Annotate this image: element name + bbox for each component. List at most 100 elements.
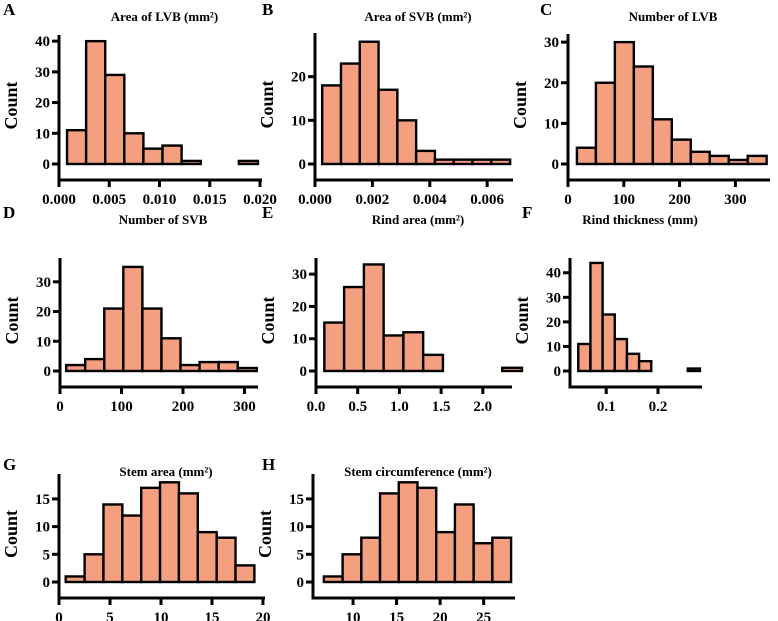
x-tick-label: 0.1: [597, 399, 616, 415]
x-tick-label: 10: [346, 610, 361, 621]
histogram-bar: [416, 486, 438, 584]
histogram-bar: [64, 363, 87, 373]
histogram-bar: [594, 81, 617, 166]
x-tick-label: 0.004: [413, 192, 447, 208]
histogram-bar: [64, 575, 86, 584]
histogram-bar: [141, 307, 163, 373]
y-tick-label: 20: [546, 315, 561, 331]
y-tick-label: 30: [292, 267, 307, 283]
y-axis-label: Count: [258, 296, 278, 344]
histogram-bar: [589, 261, 604, 373]
histogram-bar: [323, 321, 346, 373]
x-tick-label: 200: [668, 192, 691, 208]
histogram-bar: [689, 150, 711, 166]
histogram-bar: [378, 492, 400, 584]
panel-letter: B: [262, 0, 273, 19]
y-tick-label: 10: [36, 334, 51, 350]
histogram-bar: [453, 503, 475, 584]
histogram-bar: [490, 158, 512, 166]
x-tick-label: 0.000: [42, 192, 76, 208]
y-axis-label: Count: [1, 510, 21, 558]
histogram-panel-g: G Stem area (mm²) Count 0 5 10 15 0 5 10 15 20: [1, 455, 270, 621]
histogram-bar: [396, 119, 418, 166]
histogram-bar: [215, 536, 237, 584]
histogram-bar: [180, 159, 202, 166]
y-tick-label: 10: [289, 520, 304, 536]
histogram-bar: [160, 337, 182, 373]
histogram-bar: [123, 132, 145, 166]
y-tick-label: 0: [43, 157, 51, 173]
x-tick-label: 0.002: [356, 192, 390, 208]
histogram-bar: [433, 158, 455, 166]
x-tick-label: 5: [106, 610, 114, 621]
y-axis-label: Count: [255, 510, 275, 558]
y-tick-label: 10: [292, 332, 307, 348]
y-tick-label: 10: [546, 339, 561, 355]
x-tick-label: 1.5: [432, 399, 451, 415]
x-tick-label: 0.020: [243, 192, 277, 208]
y-tick-label: 20: [291, 70, 306, 86]
y-tick-label: 0: [299, 157, 307, 173]
x-tick-label: 10: [153, 610, 168, 621]
y-tick-label: 0: [43, 575, 51, 591]
histogram-bar: [491, 536, 513, 584]
y-tick-label: 0: [297, 575, 305, 591]
histogram-bar: [122, 265, 144, 373]
histogram-bar: [161, 144, 183, 166]
histogram-bar: [382, 334, 405, 373]
y-tick-label: 0: [552, 157, 560, 173]
histogram-panel-h: H Stem circumference (mm²) Count 0 5 10 15 10 15…: [255, 455, 515, 621]
histogram-bar: [397, 481, 419, 584]
y-tick-label: 10: [35, 126, 50, 142]
histogram-bar: [237, 159, 260, 166]
panel-letter: F: [522, 203, 532, 222]
histogram-bar: [358, 40, 380, 166]
x-tick-label: 0.0: [307, 399, 326, 415]
y-tick-label: 40: [35, 34, 50, 50]
histogram-bar: [651, 118, 673, 166]
x-tick-label: 200: [172, 399, 195, 415]
histogram-bar: [139, 486, 162, 584]
y-tick-label: 30: [35, 65, 50, 81]
y-tick-label: 10: [544, 116, 559, 132]
x-tick-label: 25: [476, 610, 491, 621]
panel-title: Area of SVB (mm²): [364, 9, 471, 24]
histogram-bar: [320, 84, 343, 166]
x-tick-label: 0.2: [649, 399, 668, 415]
x-tick-label: 100: [613, 192, 636, 208]
y-tick-label: 20: [292, 299, 307, 315]
histogram-bar: [83, 553, 105, 584]
panel-title: Rind thickness (mm): [582, 212, 698, 227]
histogram-bar: [339, 62, 361, 166]
histogram-bar: [179, 363, 201, 373]
histogram-bar: [421, 353, 445, 373]
x-tick-label: 0.000: [298, 192, 332, 208]
histogram-bar: [575, 146, 598, 166]
x-tick-label: 0.015: [193, 192, 227, 208]
y-tick-label: 30: [546, 290, 561, 306]
histogram-bar: [104, 73, 126, 166]
histogram-bar: [177, 492, 199, 584]
y-tick-label: 20: [35, 96, 50, 112]
y-tick-label: 15: [289, 492, 304, 508]
histogram-bar: [196, 530, 218, 584]
y-axis-label: Count: [512, 296, 532, 344]
panel-title: Area of LVB (mm²): [111, 9, 219, 24]
histogram-bar: [746, 154, 768, 166]
histogram-bar: [471, 158, 493, 166]
y-tick-label: 20: [36, 305, 51, 321]
x-tick-label: 100: [110, 399, 133, 415]
histogram-bar: [234, 564, 256, 584]
y-tick-label: 5: [297, 547, 305, 563]
panel-letter: D: [3, 203, 15, 222]
panel-letter: E: [262, 203, 273, 222]
y-tick-label: 5: [43, 547, 51, 563]
histogram-bar: [121, 514, 143, 584]
x-tick-label: 300: [724, 192, 747, 208]
histogram-bar: [577, 342, 592, 373]
histogram-bar: [103, 307, 125, 373]
histogram-bar: [727, 158, 749, 166]
x-tick-label: 0.010: [143, 192, 177, 208]
